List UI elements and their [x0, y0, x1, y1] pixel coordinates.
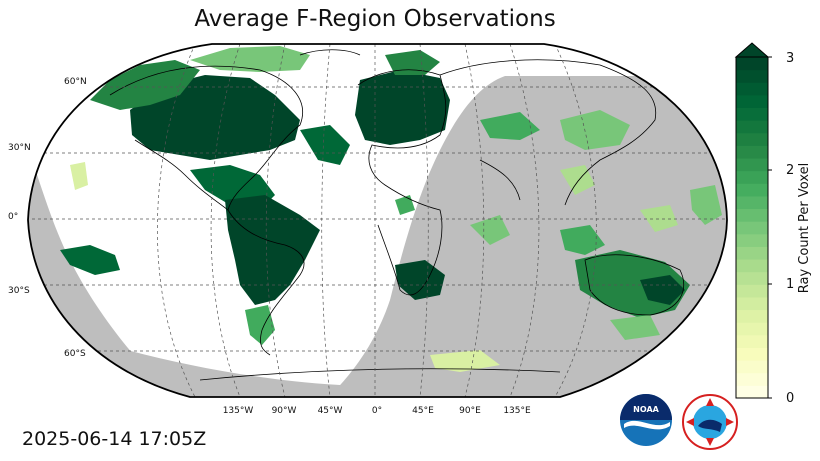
- coverage-south-pacific: [610, 315, 660, 340]
- coverage-australia-core: [640, 275, 685, 305]
- colorbar-band: [736, 183, 768, 197]
- coverage-atlantic-north: [300, 125, 350, 165]
- lat-label-30n: 30°N: [8, 143, 31, 153]
- noaa-logo: NOAA: [620, 394, 672, 446]
- lat-label-0: 0°: [8, 212, 18, 222]
- colorbar-extend-arrow: [734, 42, 770, 58]
- lat-label-60s: 60°S: [64, 349, 86, 359]
- lon-label-90w: 90°W: [272, 406, 297, 416]
- lon-label-135e: 135°E: [503, 406, 531, 416]
- night-shading-south: [60, 330, 340, 397]
- coverage-west-africa: [395, 195, 415, 215]
- coverage-indian-ocean: [470, 215, 510, 245]
- colorbar-band: [736, 233, 768, 247]
- noaa-logo-text: NOAA: [633, 405, 659, 414]
- lon-label-90e: 90°E: [459, 406, 481, 416]
- colorbar-tick-1: 1: [786, 277, 794, 292]
- colorbar-tick-3: 3: [786, 51, 794, 66]
- nws-logo: [682, 394, 738, 450]
- colorbar-band: [736, 195, 768, 210]
- colorbar-band: [736, 132, 768, 146]
- colorbar-band: [736, 158, 768, 172]
- colorbar-band: [736, 107, 768, 121]
- colorbar-band: [736, 57, 768, 71]
- colorbar: 0 1 2 3 Ray Count Per Voxel: [734, 42, 812, 406]
- colorbar-band: [736, 372, 768, 386]
- colorbar-band: [736, 246, 768, 260]
- coverage-europe: [355, 70, 450, 145]
- colorbar-band: [736, 309, 768, 323]
- colorbar-band: [736, 271, 768, 285]
- coverage-canada-north: [190, 46, 310, 72]
- timestamp: 2025-06-14 17:05Z: [22, 428, 207, 450]
- colorbar-band: [736, 360, 768, 374]
- world-map: 60°N 30°N 0° 30°S 60°S 135°W 90°W 45°W 0…: [8, 43, 728, 416]
- coastlines: [109, 49, 685, 381]
- coverage-southern-ocean: [430, 350, 500, 372]
- colorbar-band: [736, 385, 768, 399]
- colorbar-tick-2: 2: [786, 163, 794, 178]
- colorbar-band: [736, 120, 768, 134]
- map-boundary: [27, 43, 728, 398]
- colorbar-band: [736, 145, 768, 159]
- coverage-hawaii: [70, 162, 88, 190]
- lat-label-30s: 30°S: [8, 286, 30, 296]
- colorbar-band: [736, 334, 768, 348]
- coverage-south-asia: [560, 165, 595, 195]
- coverage-patagonia: [245, 305, 275, 345]
- coverage-southeast-asia: [560, 225, 605, 255]
- coverage-pacific-east: [690, 185, 722, 225]
- colorbar-band: [736, 208, 768, 222]
- coverage-scandinavia: [385, 50, 440, 75]
- coverage-pacific-islands: [640, 205, 678, 232]
- colorbar-label: Ray Count Per Voxel: [797, 163, 812, 293]
- lon-label-0: 0°: [372, 406, 382, 416]
- coverage-east-asia: [560, 110, 630, 150]
- colorbar-band: [736, 322, 768, 336]
- agency-logos: NOAA: [620, 394, 738, 450]
- colorbar-band: [736, 221, 768, 235]
- colorbar-band: [736, 94, 768, 109]
- lon-label-45e: 45°E: [412, 406, 434, 416]
- colorbar-band: [736, 69, 768, 83]
- map-title: Average F-Region Observations: [194, 6, 556, 32]
- colorbar-band: [736, 259, 768, 273]
- graticule: [28, 44, 727, 397]
- colorbar-bands: [736, 57, 768, 399]
- colorbar-frame: [735, 56, 769, 399]
- lon-label-45w: 45°W: [318, 406, 343, 416]
- coverage-pacific-west: [60, 245, 120, 275]
- lat-label-60n: 60°N: [64, 77, 87, 87]
- colorbar-band: [736, 170, 768, 184]
- coverage-central-asia: [480, 112, 540, 140]
- colorbar-tick-0: 0: [786, 391, 794, 406]
- coverage-south-america: [225, 195, 320, 305]
- colorbar-band: [736, 347, 768, 361]
- lon-label-135w: 135°W: [223, 406, 254, 416]
- colorbar-band: [736, 82, 768, 96]
- coverage-canada: [90, 60, 200, 110]
- colorbar-band: [736, 296, 768, 311]
- colorbar-band: [736, 284, 768, 298]
